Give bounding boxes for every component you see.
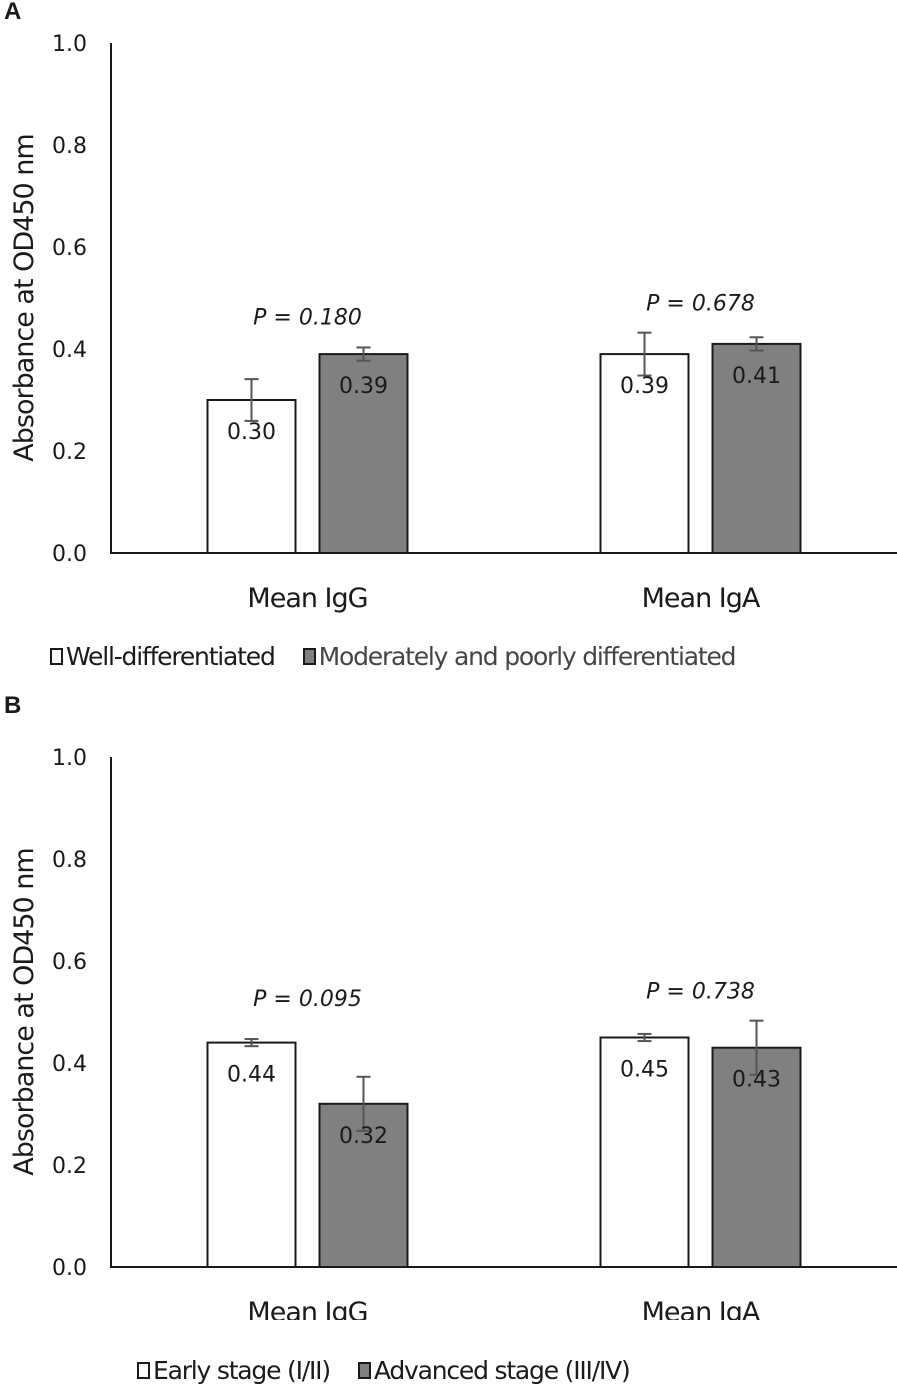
legend-label: Well-differentiated bbox=[66, 642, 276, 671]
legend-item-moderately-poorly: Moderately and poorly differentiated bbox=[302, 642, 737, 671]
y-tick-label: 0.2 bbox=[52, 1154, 87, 1179]
p-value-annotation: P = 0.180 bbox=[253, 305, 362, 330]
y-tick-label: 1.0 bbox=[52, 746, 87, 771]
legend-item-advanced-stage: Advanced stage (III/IV) bbox=[357, 1356, 631, 1385]
data-label: 0.39 bbox=[339, 374, 388, 399]
y-tick-label: 0.0 bbox=[52, 542, 87, 567]
data-label: 0.43 bbox=[732, 1068, 781, 1093]
bar bbox=[599, 1036, 690, 1268]
data-label: 0.44 bbox=[227, 1063, 276, 1088]
p-value-annotation: P = 0.738 bbox=[646, 980, 755, 1005]
legend-swatch-white bbox=[50, 648, 63, 665]
panel-label: B bbox=[4, 692, 22, 719]
y-tick-label: 0.0 bbox=[52, 1256, 87, 1281]
y-tick-label: 0.8 bbox=[52, 848, 87, 873]
y-axis-title: Absorbance at OD450 nm bbox=[9, 848, 40, 1175]
y-tick-label: 0.8 bbox=[52, 134, 87, 159]
y-tick-label: 0.6 bbox=[52, 950, 87, 975]
bar bbox=[206, 1041, 297, 1268]
p-value-annotation: P = 0.095 bbox=[253, 987, 362, 1012]
legend-label: Early stage (I/II) bbox=[153, 1356, 331, 1385]
y-tick-label: 0.2 bbox=[52, 440, 87, 465]
legend: Well-differentiated Moderately and poorl… bbox=[50, 642, 763, 671]
legend-swatch-white bbox=[137, 1362, 150, 1379]
data-label: 0.39 bbox=[620, 374, 669, 399]
x-tick-label: Mean IgA bbox=[642, 583, 761, 614]
panel-a: A 0.0 0.2 0.4 0.6 0.8 1.0 Absorbance at OD450 … bbox=[4, 0, 897, 671]
legend-item-early-stage: Early stage (I/II) bbox=[137, 1356, 331, 1385]
chart-b: 0.0 0.2 0.4 0.6 0.8 1.0 Absorbance at OD450 nm… bbox=[9, 746, 897, 1320]
p-value-annotation: P = 0.678 bbox=[646, 292, 755, 317]
legend-swatch-gray bbox=[302, 648, 316, 665]
panel-label: A bbox=[4, 0, 22, 25]
bar bbox=[318, 353, 409, 554]
data-label: 0.30 bbox=[227, 420, 276, 445]
bar bbox=[711, 1046, 802, 1269]
legend-item-well-differentiated: Well-differentiated bbox=[50, 642, 276, 671]
legend: Early stage (I/II) Advanced stage (III/I… bbox=[137, 1356, 658, 1385]
bar bbox=[599, 353, 690, 554]
panel-b: B 0.0 0.2 0.4 0.6 0.8 1.0 Absorbance at OD450 … bbox=[0, 690, 897, 1390]
chart-a: 0.0 0.2 0.4 0.6 0.8 1.0 Absorbance at OD450 nm… bbox=[9, 32, 897, 614]
y-tick-label: 0.4 bbox=[52, 1052, 87, 1077]
data-label: 0.41 bbox=[732, 364, 781, 389]
x-tick-label: Mean IgA bbox=[642, 1297, 761, 1320]
x-tick-label: Mean IgG bbox=[247, 583, 367, 614]
y-tick-label: 0.6 bbox=[52, 236, 87, 261]
legend-swatch-gray bbox=[357, 1362, 371, 1379]
data-label: 0.32 bbox=[339, 1124, 388, 1149]
x-tick-label: Mean IgG bbox=[247, 1297, 367, 1320]
data-label: 0.45 bbox=[620, 1058, 669, 1083]
y-axis-title: Absorbance at OD450 nm bbox=[9, 134, 40, 461]
bar bbox=[711, 342, 802, 554]
legend-label: Moderately and poorly differentiated bbox=[318, 642, 737, 671]
legend-label: Advanced stage (III/IV) bbox=[373, 1356, 631, 1385]
y-tick-label: 1.0 bbox=[52, 32, 87, 57]
y-tick-label: 0.4 bbox=[52, 338, 87, 363]
bar bbox=[206, 399, 297, 554]
